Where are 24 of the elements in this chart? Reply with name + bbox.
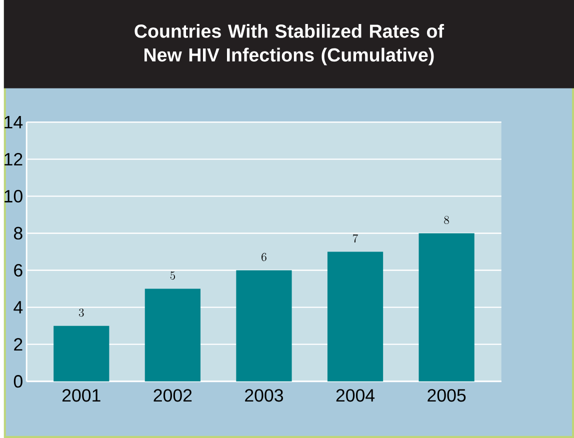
x-tick-label: 2005: [428, 389, 466, 402]
y-tick-label: 10: [4, 190, 22, 203]
y-tick-label: 8: [14, 226, 22, 240]
data-label: 3: [78, 308, 84, 317]
bar: [54, 326, 110, 382]
data-label: 8: [444, 216, 449, 224]
x-tick-label: 2004: [336, 389, 375, 402]
bar: [144, 288, 200, 382]
x-tick-label: 2003: [245, 389, 284, 402]
x-tick-label: 2001: [62, 389, 100, 402]
chart-title: Countries With Stabilized Rates of New HIV Infections (Cumulative): [134, 24, 444, 66]
y-tick-label: 0: [14, 375, 22, 388]
bar: [418, 233, 474, 382]
y-tick-label: 6: [14, 264, 22, 277]
y-tick-label: 12: [4, 152, 22, 166]
y-tick-label: 14: [4, 116, 23, 128]
bar: [236, 270, 292, 382]
x-tick-label: 2002: [154, 389, 192, 402]
y-tick-label: 4: [14, 301, 23, 314]
data-label: 7: [353, 234, 358, 243]
data-label: 5: [170, 271, 176, 280]
y-tick-label: 2: [14, 338, 22, 351]
data-label: 6: [262, 252, 266, 262]
bar: [327, 252, 384, 382]
